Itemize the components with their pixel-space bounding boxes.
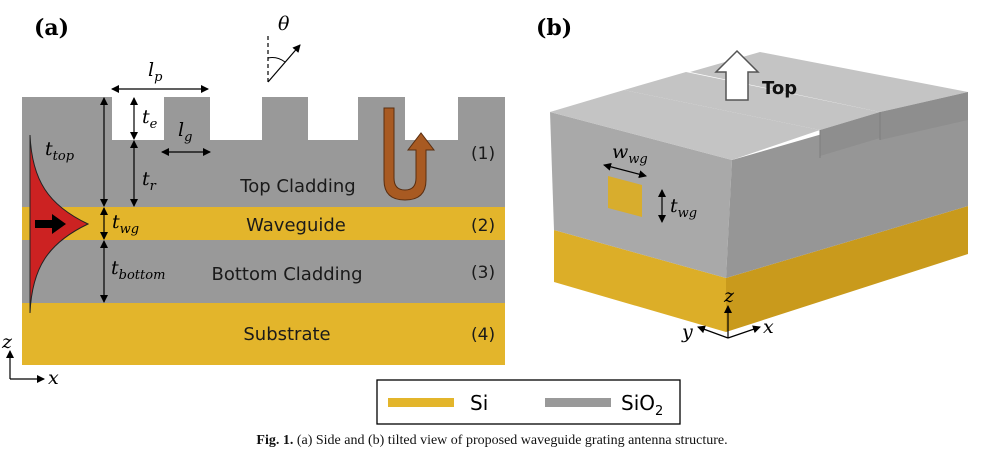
layer-number-2: (2) [471, 216, 495, 236]
legend: Si SiO2 [376, 379, 681, 425]
layer-number-3: (3) [471, 263, 495, 283]
axis-b-x-arrow [727, 325, 761, 339]
theta-symbol: θ [278, 13, 290, 35]
legend-sio2-base: SiO [621, 391, 655, 415]
axis-b-x-label: x [763, 316, 774, 338]
cladding-right-face [726, 92, 968, 278]
reflection-arrow [383, 107, 436, 201]
legend-sio2-swatch [545, 398, 611, 407]
legend-sio2-sub: 2 [655, 404, 663, 419]
axis-b-y-label: y [681, 321, 693, 343]
wwg-dimension [603, 162, 647, 179]
legend-sio2-label: SiO2 [621, 391, 663, 419]
ridge-1-side [820, 112, 880, 156]
tbottom-label: tbottom [111, 257, 165, 283]
figure-caption: Fig. 1. (a) Side and (b) tilted view of … [0, 433, 984, 449]
ridge-2-top [690, 52, 968, 112]
top-direction-arrow [714, 49, 760, 101]
panel-a-label: (a) [34, 15, 69, 41]
axis-b-y-arrow [697, 325, 729, 339]
emission-direction-line [267, 44, 301, 83]
waveguide-cross-section [608, 176, 642, 217]
top-cladding-label: Top Cladding [239, 176, 355, 197]
top-label: Top [762, 78, 797, 99]
cladding-top-face [550, 90, 820, 160]
waveguide-label: Waveguide [246, 215, 346, 236]
figure-canvas: (a) θ lp te lg tr ttop twg [1, 13, 968, 425]
layer-number-4: (4) [471, 325, 495, 345]
substrate-label: Substrate [243, 324, 330, 345]
caption-text: (a) Side and (b) tilted view of proposed… [296, 433, 728, 448]
legend-si-swatch [388, 398, 454, 407]
substrate-front-face [554, 230, 726, 332]
te-label: te [142, 106, 158, 132]
mode-direction-arrow [35, 214, 66, 234]
lp-label: lp [148, 59, 163, 85]
panel-b-label: (b) [536, 15, 572, 41]
ridge-1-top [624, 72, 880, 130]
legend-si-label: Si [470, 391, 488, 415]
axis-x-label: x [48, 367, 59, 389]
axis-z-label: z [1, 331, 13, 353]
bottom-cladding-label: Bottom Cladding [211, 264, 362, 285]
substrate-layer [22, 303, 505, 365]
substrate-right-face [726, 206, 968, 332]
layer-number-1: (1) [471, 144, 495, 164]
theta-arc [267, 57, 286, 63]
axis-b-z-label: z [723, 285, 735, 307]
ridge-2-side [880, 92, 968, 140]
panel-b: (b) wwg twg Top z y x [536, 15, 968, 343]
panel-a: (a) θ lp te lg tr ttop twg [1, 13, 505, 389]
caption-lead: Fig. 1. [256, 433, 294, 448]
